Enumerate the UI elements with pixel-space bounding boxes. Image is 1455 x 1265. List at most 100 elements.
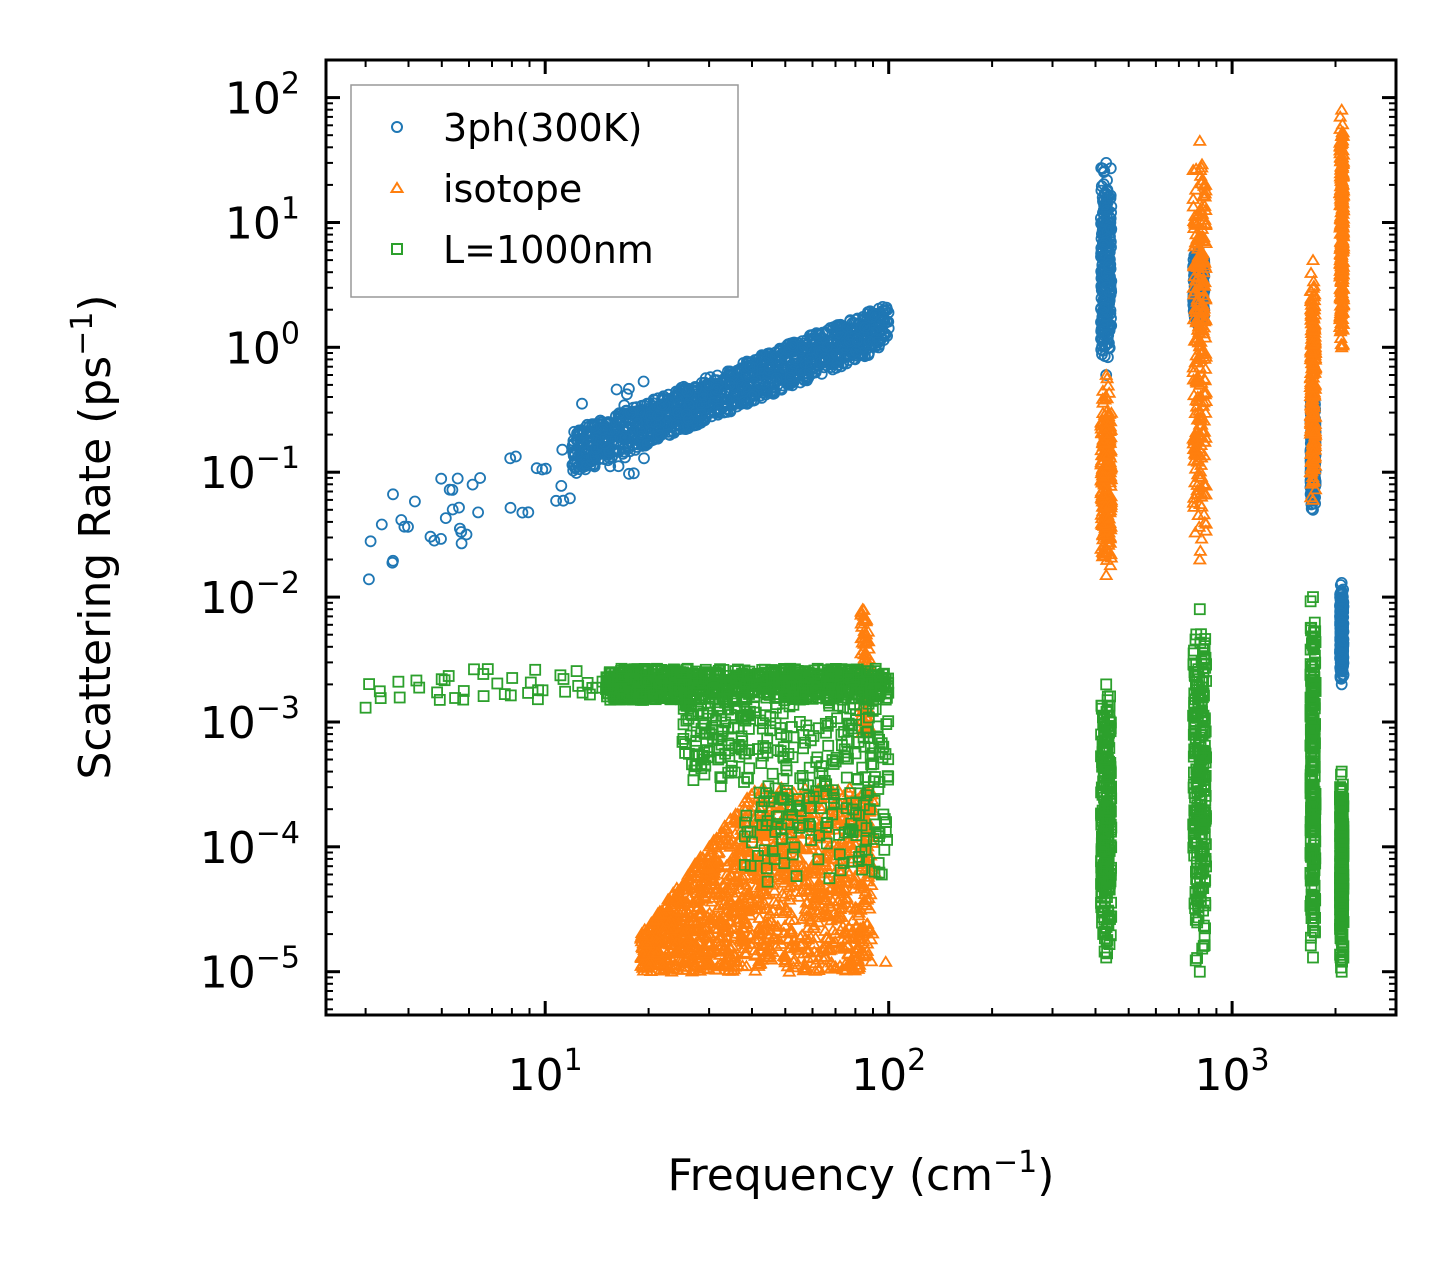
point-boundary <box>431 686 444 699</box>
point-3ph <box>610 383 623 396</box>
point-3ph <box>845 322 858 335</box>
point-3ph <box>612 460 625 473</box>
point-3ph <box>364 535 377 548</box>
point-3ph <box>550 494 562 507</box>
point-3ph <box>474 472 487 484</box>
point-3ph <box>613 407 626 420</box>
point-3ph <box>669 409 681 422</box>
point-3ph <box>703 378 715 391</box>
point-boundary <box>687 774 700 786</box>
point-3ph <box>580 425 593 438</box>
point-3ph <box>690 381 703 394</box>
point-3ph <box>623 467 635 480</box>
point-boundary <box>822 739 835 752</box>
point-3ph <box>624 445 636 458</box>
point-3ph <box>830 361 843 374</box>
point-3ph <box>602 454 614 467</box>
point-boundary <box>506 672 519 684</box>
point-3ph <box>522 506 535 519</box>
point-3ph <box>783 378 796 391</box>
point-3ph <box>796 351 809 363</box>
point-3ph <box>881 330 893 342</box>
point-3ph <box>576 397 588 410</box>
point-3ph <box>424 530 437 543</box>
point-3ph <box>555 479 568 492</box>
point-3ph <box>843 335 856 348</box>
point-3ph <box>697 388 709 401</box>
point-boundary <box>491 677 504 690</box>
point-3ph <box>672 407 684 420</box>
point-3ph <box>623 382 635 395</box>
point-boundary <box>359 701 372 714</box>
point-3ph <box>652 423 665 436</box>
point-3ph <box>615 418 627 431</box>
point-boundary <box>413 681 426 694</box>
point-3ph <box>395 514 408 526</box>
point-boundary <box>477 690 490 702</box>
point-3ph <box>453 501 465 514</box>
point-3ph <box>849 345 862 358</box>
point-3ph <box>651 409 664 422</box>
point-3ph <box>723 370 736 383</box>
point-3ph <box>557 494 570 507</box>
point-3ph <box>614 431 627 444</box>
point-3ph <box>746 390 758 403</box>
point-3ph <box>779 351 792 364</box>
point-3ph <box>638 452 650 465</box>
point-3ph <box>681 386 694 399</box>
point-3ph <box>455 537 468 550</box>
point-boundary <box>878 843 891 856</box>
point-3ph <box>786 364 798 377</box>
point-3ph <box>870 339 882 352</box>
point-3ph <box>675 384 688 396</box>
point-3ph <box>813 329 826 342</box>
point-3ph <box>700 396 712 409</box>
point-3ph <box>656 393 668 406</box>
point-3ph <box>661 397 674 410</box>
point-3ph <box>744 360 756 373</box>
point-boundary <box>363 678 376 690</box>
point-3ph <box>868 308 881 321</box>
point-3ph <box>754 389 766 402</box>
point-3ph <box>633 424 646 437</box>
point-3ph <box>398 520 411 533</box>
point-boundary <box>554 669 567 682</box>
point-3ph <box>695 408 707 421</box>
point-3ph <box>641 438 654 451</box>
point-3ph <box>627 467 640 480</box>
point-3ph <box>722 365 734 378</box>
point-3ph <box>451 472 464 485</box>
point-3ph <box>408 495 421 508</box>
point-3ph <box>435 472 448 485</box>
point-3ph <box>641 397 654 410</box>
point-3ph <box>612 411 625 424</box>
point-3ph <box>516 506 529 519</box>
point-3ph <box>763 364 776 377</box>
point-3ph <box>682 413 695 425</box>
point-3ph <box>745 394 758 407</box>
point-3ph <box>735 379 748 392</box>
point-3ph <box>402 520 414 533</box>
point-3ph <box>624 407 637 419</box>
point-3ph <box>731 397 744 410</box>
point-3ph <box>858 321 871 334</box>
point-isotope <box>851 908 866 921</box>
point-isotope <box>865 836 880 848</box>
point-3ph <box>815 345 828 358</box>
point-3ph <box>439 512 452 524</box>
point-3ph <box>879 328 892 341</box>
point-3ph <box>570 467 583 479</box>
point-3ph <box>619 432 631 445</box>
point-3ph <box>712 406 725 419</box>
point-3ph <box>443 483 456 496</box>
point-3ph <box>654 429 667 442</box>
point-3ph <box>472 506 485 519</box>
point-boundary <box>570 665 583 677</box>
point-3ph <box>387 488 399 501</box>
point-3ph <box>509 450 522 463</box>
point-3ph <box>670 424 682 437</box>
point-3ph <box>681 420 694 433</box>
point-3ph <box>699 372 712 385</box>
point-boundary <box>410 674 423 687</box>
